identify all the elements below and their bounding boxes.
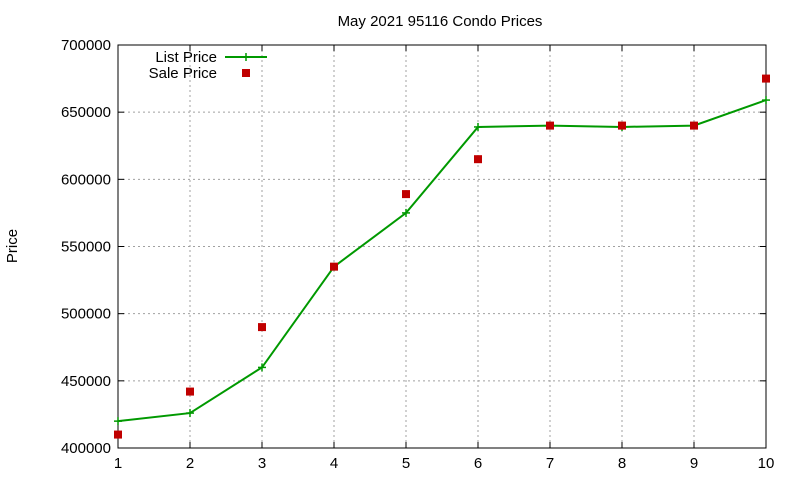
chart-title: May 2021 95116 Condo Prices — [338, 13, 543, 30]
y-tick-label: 400000 — [61, 440, 111, 457]
sale-price-point — [474, 155, 482, 164]
sale-price-point — [186, 387, 194, 396]
y-tick-label: 500000 — [61, 306, 111, 323]
x-tick-label: 7 — [546, 455, 554, 472]
list-price-point — [402, 208, 410, 217]
y-tick-label: 700000 — [61, 37, 111, 54]
x-tick-label: 2 — [186, 455, 194, 472]
y-tick-label: 550000 — [61, 239, 111, 256]
legend-label: Sale Price — [149, 65, 217, 82]
sale-price-point — [762, 74, 770, 83]
grid — [118, 45, 766, 448]
x-tick-label: 10 — [758, 455, 775, 472]
list-price-line — [117, 99, 767, 423]
sale-price-point — [402, 190, 410, 199]
sale-price-point — [546, 121, 554, 130]
x-tick-label: 5 — [402, 455, 410, 472]
x-tick-label: 4 — [330, 455, 338, 472]
x-tick-label: 3 — [258, 455, 266, 472]
list-price-point — [186, 409, 194, 418]
list-price-point — [258, 363, 266, 372]
y-tick-label: 600000 — [61, 171, 111, 188]
sale-price-point — [330, 262, 338, 271]
y-axis-label: Price — [4, 229, 21, 263]
sale-price-point — [258, 323, 266, 332]
legend-marker — [242, 53, 250, 61]
sale-price-point — [690, 121, 698, 130]
list-price-point — [474, 122, 482, 131]
y-tick-label: 650000 — [61, 104, 111, 121]
sale-price-point — [114, 430, 122, 439]
list-price-point — [762, 96, 770, 105]
series — [114, 74, 770, 439]
axis-ticks: 400000 450000 500000 550000 600000 650000 7000… — [61, 37, 774, 472]
x-tick-label: 9 — [690, 455, 698, 472]
list-price-point — [114, 417, 122, 426]
x-tick-label: 6 — [474, 455, 482, 472]
legend-label: List Price — [155, 49, 217, 66]
y-tick-label: 450000 — [61, 373, 111, 390]
x-tick-label: 8 — [618, 455, 626, 472]
sale-price-point — [618, 121, 626, 130]
x-tick-label: 1 — [114, 455, 122, 472]
legend-marker — [242, 69, 250, 77]
